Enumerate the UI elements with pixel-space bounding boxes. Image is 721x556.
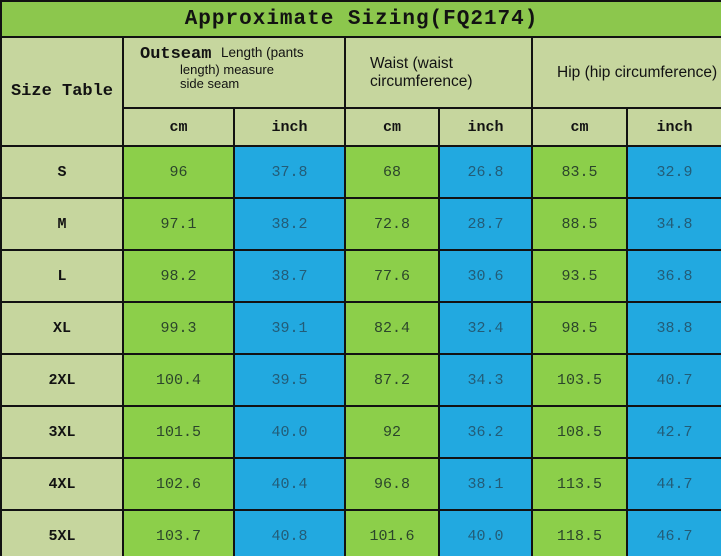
size-label: S [0, 145, 124, 199]
value-cell-inch: 38.8 [625, 301, 721, 355]
unit-header-hip-inch: inch [625, 107, 721, 147]
value-cell-cm: 68 [344, 145, 440, 199]
size-label: 2XL [0, 353, 124, 407]
unit-header-outseam-inch: inch [233, 107, 346, 147]
column-group-waist: Waist (waist circumference) [344, 36, 533, 109]
table-row: 3XL 101.5 40.0 92 36.2 108.5 42.7 [0, 405, 721, 459]
value-cell-inch: 32.9 [625, 145, 721, 199]
corner-label: Size Table [0, 36, 124, 147]
column-group-hip: Hip (hip circumference) [530, 36, 721, 109]
value-cell-inch: 28.7 [438, 197, 533, 251]
value-cell-inch: 40.0 [233, 405, 346, 459]
value-cell-inch: 38.1 [438, 457, 533, 511]
value-cell-inch: 46.7 [625, 509, 721, 556]
column-group-outseam: Outseam Length (pants length) measure si… [122, 36, 346, 109]
unit-header-waist-inch: inch [438, 107, 533, 147]
size-label: XL [0, 301, 124, 355]
value-cell-cm: 82.4 [344, 301, 440, 355]
value-cell-cm: 99.3 [122, 301, 235, 355]
outseam-bold-label: Outseam [140, 45, 212, 64]
value-cell-inch: 38.7 [233, 249, 346, 303]
value-cell-inch: 34.8 [625, 197, 721, 251]
value-cell-inch: 26.8 [438, 145, 533, 199]
value-cell-cm: 92 [344, 405, 440, 459]
table-row: M 97.1 38.2 72.8 28.7 88.5 34.8 [0, 197, 721, 251]
value-cell-cm: 103.5 [531, 353, 628, 407]
title-row: Approximate Sizing(FQ2174) [0, 0, 721, 38]
value-cell-inch: 36.2 [438, 405, 533, 459]
outseam-desc-part1: Length (pants [221, 45, 304, 60]
unit-header-row: cm inch cm inch cm inch [1, 107, 721, 147]
table-row: L 98.2 38.7 77.6 30.6 93.5 36.8 [0, 249, 721, 303]
value-cell-inch: 39.5 [233, 353, 346, 407]
value-cell-cm: 88.5 [531, 197, 628, 251]
size-label: L [0, 249, 124, 303]
value-cell-inch: 40.7 [625, 353, 721, 407]
value-cell-inch: 40.8 [233, 509, 346, 556]
group-header-row: Size Table Outseam Length (pants length)… [0, 36, 721, 147]
value-cell-inch: 34.3 [438, 353, 533, 407]
size-label: M [0, 197, 124, 251]
unit-header-outseam-cm: cm [122, 107, 235, 147]
value-cell-cm: 77.6 [344, 249, 440, 303]
unit-header-hip-cm: cm [531, 107, 628, 147]
value-cell-inch: 37.8 [233, 145, 346, 199]
value-cell-cm: 96.8 [344, 457, 440, 511]
outseam-header-line1: Outseam Length (pants [140, 45, 340, 63]
value-cell-cm: 72.8 [344, 197, 440, 251]
value-cell-inch: 36.8 [625, 249, 721, 303]
value-cell-inch: 32.4 [438, 301, 533, 355]
value-cell-inch: 40.0 [438, 509, 533, 556]
table-row: 2XL 100.4 39.5 87.2 34.3 103.5 40.7 [0, 353, 721, 407]
table-row: S 96 37.8 68 26.8 83.5 32.9 [0, 145, 721, 199]
unit-header-waist-cm: cm [344, 107, 440, 147]
value-cell-cm: 100.4 [122, 353, 235, 407]
value-cell-cm: 83.5 [531, 145, 628, 199]
value-cell-cm: 101.6 [344, 509, 440, 556]
value-cell-cm: 87.2 [344, 353, 440, 407]
value-cell-inch: 44.7 [625, 457, 721, 511]
value-cell-cm: 96 [122, 145, 235, 199]
value-cell-cm: 102.6 [122, 457, 235, 511]
table-row: 5XL 103.7 40.8 101.6 40.0 118.5 46.7 [0, 509, 721, 556]
table-row: XL 99.3 39.1 82.4 32.4 98.5 38.8 [0, 301, 721, 355]
value-cell-cm: 101.5 [122, 405, 235, 459]
table-row: 4XL 102.6 40.4 96.8 38.1 113.5 44.7 [0, 457, 721, 511]
value-cell-cm: 108.5 [531, 405, 628, 459]
value-cell-cm: 98.2 [122, 249, 235, 303]
value-cell-inch: 30.6 [438, 249, 533, 303]
value-cell-cm: 103.7 [122, 509, 235, 556]
outseam-desc-part3: side seam [180, 76, 240, 91]
value-cell-inch: 39.1 [233, 301, 346, 355]
value-cell-cm: 97.1 [122, 197, 235, 251]
value-cell-cm: 98.5 [531, 301, 628, 355]
size-label: 4XL [0, 457, 124, 511]
value-cell-cm: 118.5 [531, 509, 628, 556]
value-cell-cm: 113.5 [531, 457, 628, 511]
size-label: 3XL [0, 405, 124, 459]
value-cell-inch: 40.4 [233, 457, 346, 511]
value-cell-inch: 42.7 [625, 405, 721, 459]
size-label: 5XL [0, 509, 124, 556]
value-cell-inch: 38.2 [233, 197, 346, 251]
outseam-desc-part2: length) measure [180, 62, 274, 77]
page-title: Approximate Sizing(FQ2174) [0, 0, 721, 38]
value-cell-cm: 93.5 [531, 249, 628, 303]
